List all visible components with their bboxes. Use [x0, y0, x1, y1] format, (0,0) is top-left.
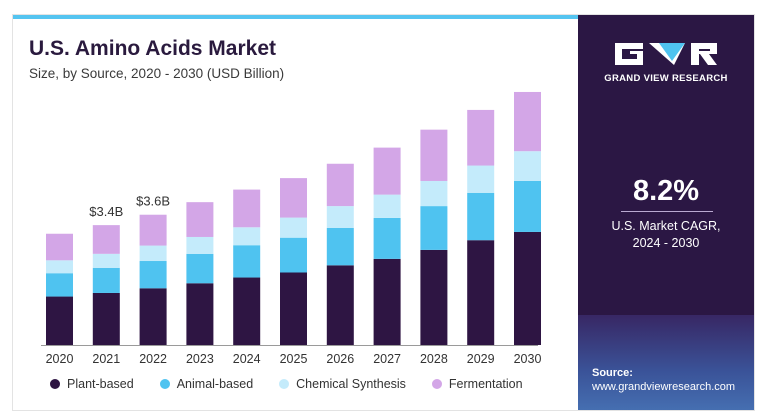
bar-2026-chemical-synthesis	[326, 206, 354, 228]
cagr-value: 8.2%	[632, 175, 700, 207]
bar-2028-fermentation	[420, 129, 448, 181]
chart-card: U.S. Amino Acids Market Size, by Source,…	[12, 14, 755, 411]
bar-2025-fermentation	[280, 178, 307, 218]
x-tick-label-2028: 2028	[420, 352, 448, 366]
chart-title: U.S. Amino Acids Market	[29, 37, 276, 60]
legend-label-chemical-synthesis: Chemical Synthesis	[296, 377, 406, 391]
legend-item-fermentation: Fermentation	[431, 377, 523, 391]
x-tick-label-2022: 2022	[139, 352, 167, 366]
brand-name: GRAND VIEW RESEARCH	[604, 73, 728, 84]
bar-2029-plant-based	[467, 240, 495, 345]
chart-legend: Plant-based Animal-based Chemical Synthe…	[50, 377, 549, 391]
data-label-2022: $3.6B	[136, 194, 170, 209]
brand-panel: GRAND VIEW RESEARCH 8.2% U.S. Market CAG…	[578, 15, 754, 410]
bar-2024-chemical-synthesis	[233, 227, 261, 246]
cagr-label: U.S. Market CAGR, 2024 - 2030	[578, 218, 754, 252]
bar-2024-animal-based	[233, 245, 261, 278]
x-tick-label-2023: 2023	[186, 352, 214, 366]
bar-2030-animal-based	[514, 180, 541, 232]
bar-2023-fermentation	[186, 202, 214, 237]
stacked-bar-chart: 2020 2021 $3.4B 2022 $3.6B 2023 2024 2025 2026 20…	[41, 91, 542, 366]
data-label-2021: $3.4B	[89, 204, 123, 219]
legend-label-fermentation: Fermentation	[448, 377, 523, 391]
bar-2026-plant-based	[326, 265, 354, 345]
bar-2024-plant-based	[233, 277, 261, 345]
x-tick-label-2025: 2025	[280, 352, 308, 366]
bar-2023-chemical-synthesis	[186, 236, 214, 254]
grand-view-research-logo	[615, 43, 717, 65]
bar-2030-plant-based	[514, 231, 541, 345]
legend-swatch-chemical-synthesis	[279, 379, 290, 389]
bar-2027-fermentation	[373, 147, 401, 195]
bar-2024-fermentation	[233, 189, 261, 228]
bar-2026-fermentation	[326, 163, 354, 207]
legend-swatch-plant-based	[50, 379, 60, 389]
legend-item-chemical-synthesis: Chemical Synthesis	[279, 377, 406, 391]
accent-bar	[13, 15, 754, 19]
legend-item-animal-based: Animal-based	[159, 377, 254, 391]
x-tick-label-2021: 2021	[92, 352, 120, 366]
bar-2021-plant-based	[92, 292, 120, 345]
bar-2025-plant-based	[280, 272, 307, 345]
decorative-wave	[578, 315, 754, 410]
bar-2022-animal-based	[139, 261, 167, 289]
cagr-divider	[621, 211, 713, 212]
bar-2022-chemical-synthesis	[139, 245, 167, 262]
x-tick-label-2024: 2024	[233, 352, 261, 366]
legend-swatch-fermentation	[431, 379, 442, 389]
chart-subtitle: Size, by Source, 2020 - 2030 (USD Billio…	[29, 66, 285, 81]
bar-2023-plant-based	[186, 283, 214, 345]
bar-2029-chemical-synthesis	[467, 165, 495, 193]
x-tick-label-2026: 2026	[326, 352, 354, 366]
x-tick-label-2020: 2020	[46, 352, 74, 366]
x-tick-label-2029: 2029	[467, 352, 495, 366]
bar-2023-animal-based	[186, 253, 214, 284]
bar-2030-chemical-synthesis	[514, 151, 541, 181]
bar-2020-fermentation	[46, 233, 73, 261]
bar-2027-animal-based	[373, 217, 401, 259]
bar-2028-animal-based	[420, 206, 448, 250]
legend-swatch-animal-based	[159, 379, 170, 389]
source-label: Source:	[592, 367, 633, 379]
bar-2020-plant-based	[46, 296, 73, 345]
bar-2027-plant-based	[373, 258, 401, 345]
cagr-label-line2: 2024 - 2030	[632, 236, 700, 250]
cagr-label-line1: U.S. Market CAGR,	[611, 219, 721, 233]
bar-2020-chemical-synthesis	[46, 260, 73, 274]
bar-2025-chemical-synthesis	[280, 217, 307, 238]
bar-2029-animal-based	[467, 192, 495, 241]
bar-2022-plant-based	[139, 288, 167, 345]
legend-item-plant-based: Plant-based	[50, 377, 134, 391]
bar-2029-fermentation	[467, 109, 495, 166]
bar-2021-fermentation	[92, 225, 120, 254]
bar-2025-animal-based	[280, 237, 307, 273]
legend-label-plant-based: Plant-based	[67, 377, 134, 391]
bar-2028-chemical-synthesis	[420, 180, 448, 207]
bar-2028-plant-based	[420, 249, 448, 345]
x-tick-label-2027: 2027	[373, 352, 401, 366]
x-tick-label-2030: 2030	[514, 352, 542, 366]
bar-2020-animal-based	[46, 273, 73, 297]
bar-2026-animal-based	[326, 227, 354, 266]
bar-2021-animal-based	[92, 267, 120, 293]
bar-2027-chemical-synthesis	[373, 194, 401, 218]
source-link[interactable]: www.grandviewresearch.com	[592, 381, 736, 393]
legend-label-animal-based: Animal-based	[176, 377, 254, 391]
bar-2022-fermentation	[139, 214, 167, 246]
bar-2021-chemical-synthesis	[92, 253, 120, 268]
bar-2030-fermentation	[514, 91, 541, 152]
